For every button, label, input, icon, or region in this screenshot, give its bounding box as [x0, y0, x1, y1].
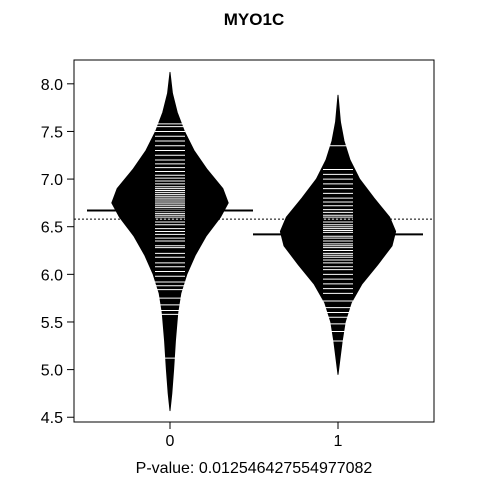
y-tick-label: 8.0 [41, 77, 63, 94]
y-axis: 4.5 5.0 5.5 6.0 6.5 7.0 7.5 8.0 [41, 77, 74, 427]
y-tick-label: 4.5 [41, 410, 63, 427]
beans-layer [74, 71, 434, 412]
y-tick-label: 5.5 [41, 315, 63, 332]
y-tick-label: 6.0 [41, 267, 63, 284]
y-tick-label: 5.0 [41, 363, 63, 380]
x-tick-label: 1 [334, 433, 343, 450]
x-axis-label: P-value: 0.012546427554977082 [136, 460, 373, 477]
y-tick-label: 7.0 [41, 172, 63, 189]
chart-title: MYO1C [224, 10, 284, 29]
y-tick-label: 6.5 [41, 220, 63, 237]
plot-frame [73, 59, 435, 423]
y-tick-label: 7.5 [41, 124, 63, 141]
x-tick-label: 0 [166, 433, 175, 450]
